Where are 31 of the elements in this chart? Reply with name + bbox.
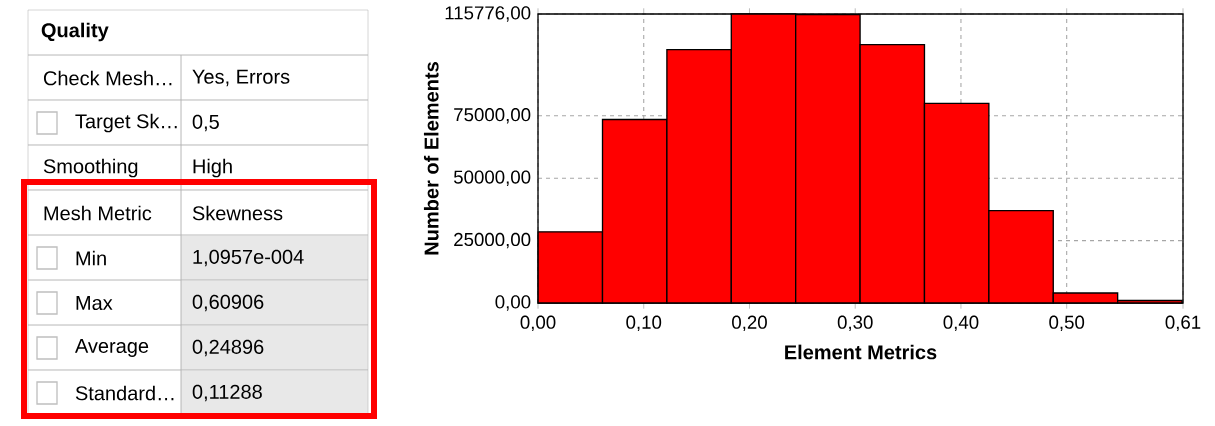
x-tick-label: 0,10: [626, 315, 662, 332]
y-tick-label: 75000,00: [454, 108, 531, 124]
text: Standard…: [75, 385, 174, 401]
text: 0,24896: [192, 339, 264, 357]
text: Target Sk…: [75, 113, 177, 133]
text: 0,5: [192, 114, 219, 132]
text: 0,11288: [192, 384, 262, 402]
x-axis-title: Element Metrics: [785, 344, 937, 360]
text: Quality: [41, 22, 109, 42]
text: 1,0957e-004: [193, 249, 304, 267]
text: Yes, Errors: [192, 69, 290, 87]
text: High: [193, 158, 232, 178]
y-tick-label: 0,00: [495, 295, 531, 311]
text: Average: [74, 339, 149, 357]
x-tick-label: 0,50: [1049, 315, 1085, 332]
text: Min: [76, 250, 106, 266]
text: Mesh Metric: [44, 205, 152, 221]
x-tick-label: 0,00: [520, 315, 556, 332]
x-tick-label: 0,61: [1165, 315, 1201, 332]
text: Smoothing: [43, 158, 138, 178]
x-tick-label: 0,40: [943, 315, 979, 332]
text: 0,60906: [192, 294, 264, 312]
text: Check Mesh…: [43, 70, 172, 86]
text: Skewness: [192, 205, 283, 221]
y-tick-label: 115776,00: [445, 6, 531, 22]
y-axis-title: Number of Elements: [423, 62, 439, 255]
y-tick-label: 50000,00: [453, 170, 531, 186]
y-tick-label: 25000,00: [454, 232, 531, 249]
x-tick-label: 0,30: [837, 315, 873, 332]
x-tick-label: 0,20: [732, 315, 767, 332]
text: Max: [76, 296, 113, 310]
